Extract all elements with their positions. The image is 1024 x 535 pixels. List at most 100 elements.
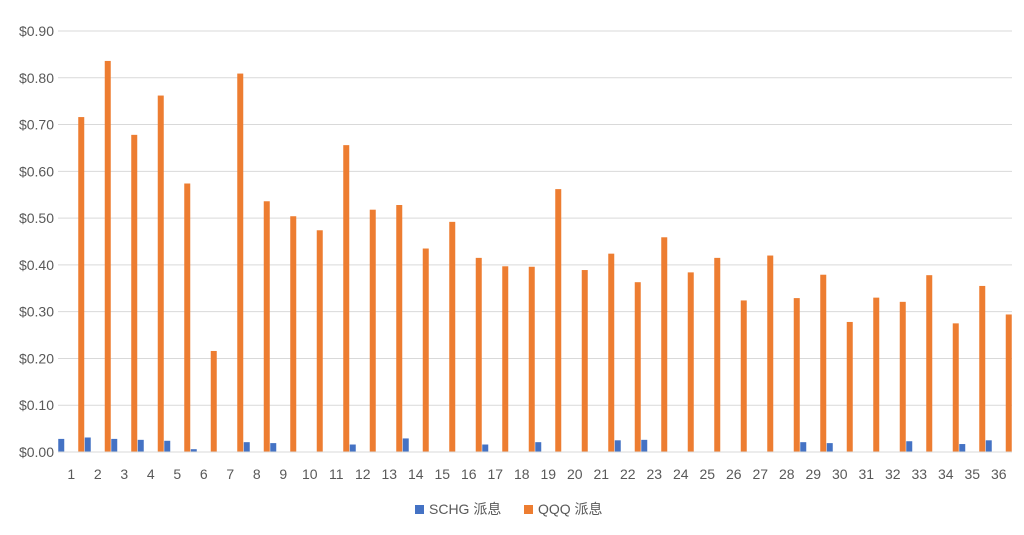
y-tick-label: $0.80 — [19, 70, 54, 86]
y-tick-label: $0.40 — [19, 257, 54, 273]
bar-qqq — [104, 60, 111, 453]
y-tick-label: $0.00 — [19, 444, 54, 460]
bar-qqq — [237, 73, 244, 452]
bar-schg — [800, 442, 807, 452]
bar-qqq — [78, 117, 85, 453]
y-tick-label: $0.50 — [19, 210, 54, 226]
legend[interactable]: SCHG 派息 QQQ 派息 — [415, 501, 603, 517]
x-tick-label: 10 — [302, 466, 318, 482]
x-axis-tick-labels: 1 2 3 4 5 6 7 8 9 10 11 12 13 14 15 16 17 18 19 20 21 22 23 24 2… — [67, 466, 1006, 482]
x-tick-label: 9 — [279, 466, 287, 482]
bar-schg — [959, 444, 966, 452]
x-tick-label: 6 — [200, 466, 208, 482]
bar-qqq — [926, 275, 933, 452]
x-tick-label: 19 — [540, 466, 556, 482]
bar-schg — [349, 444, 356, 452]
bar-qqq — [873, 297, 880, 452]
gridlines — [58, 30, 1012, 406]
bar-schg — [111, 438, 118, 452]
bar-schg — [614, 440, 621, 452]
bar-schg — [164, 440, 171, 452]
bar-qqq — [661, 237, 668, 452]
bar-schg — [137, 439, 144, 452]
bar-schg — [826, 443, 833, 452]
legend-item-schg[interactable]: SCHG 派息 — [415, 501, 501, 517]
bar-qqq — [528, 266, 535, 452]
x-tick-label: 35 — [964, 466, 980, 482]
legend-swatch — [524, 505, 533, 514]
bar-qqq — [290, 216, 297, 452]
x-tick-label: 36 — [991, 466, 1007, 482]
x-tick-label: 29 — [805, 466, 821, 482]
x-tick-label: 15 — [434, 466, 450, 482]
x-tick-label: 27 — [752, 466, 768, 482]
x-tick-label: 1 — [67, 466, 75, 482]
bar-qqq — [634, 282, 641, 452]
x-tick-label: 13 — [381, 466, 397, 482]
bar-qqq — [316, 230, 323, 452]
bar-schg — [402, 438, 409, 452]
x-tick-label: 16 — [461, 466, 477, 482]
x-tick-label: 23 — [646, 466, 662, 482]
y-tick-label: $0.10 — [19, 397, 54, 413]
x-tick-label: 14 — [408, 466, 424, 482]
y-tick-label: $0.90 — [19, 23, 54, 39]
x-tick-label: 32 — [885, 466, 901, 482]
bar-qqq — [687, 272, 694, 452]
bar-schg — [535, 442, 542, 452]
x-tick-label: 8 — [253, 466, 261, 482]
x-tick-label: 5 — [173, 466, 181, 482]
bar-qqq — [422, 248, 429, 452]
x-tick-label: 22 — [620, 466, 636, 482]
x-tick-label: 33 — [911, 466, 927, 482]
legend-label: SCHG 派息 — [429, 501, 501, 517]
bar-qqq — [820, 274, 827, 452]
bar-qqq — [767, 255, 774, 452]
bar-schg — [985, 440, 992, 452]
x-tick-label: 4 — [147, 466, 155, 482]
bar-qqq — [846, 321, 853, 452]
bar-qqq — [899, 301, 906, 452]
bar-qqq — [369, 209, 376, 452]
bar-schg — [243, 442, 250, 452]
y-tick-label: $0.70 — [19, 117, 54, 133]
bar-qqq — [608, 253, 615, 452]
bar-schg — [482, 444, 489, 452]
x-tick-label: 26 — [726, 466, 742, 482]
bar-qqq — [979, 285, 986, 452]
x-tick-label: 25 — [699, 466, 715, 482]
bar-schg — [270, 443, 277, 452]
bar-qqq — [475, 257, 482, 452]
x-tick-label: 2 — [94, 466, 102, 482]
bar-qqq — [952, 323, 959, 452]
bar-schg — [58, 438, 65, 452]
y-tick-label: $0.30 — [19, 304, 54, 320]
bar-qqq — [263, 201, 270, 452]
bar-qqq — [449, 221, 456, 452]
x-tick-label: 31 — [858, 466, 874, 482]
bar-qqq — [714, 257, 721, 452]
x-tick-label: 28 — [779, 466, 795, 482]
legend-swatch — [415, 505, 424, 514]
x-tick-label: 3 — [120, 466, 128, 482]
bar-qqq — [396, 205, 403, 452]
x-tick-label: 21 — [593, 466, 609, 482]
x-tick-label: 7 — [226, 466, 234, 482]
y-axis-tick-labels: $0.00 $0.10 $0.20 $0.30 $0.40 $0.50 $0.60 $0.70… — [19, 23, 54, 460]
x-tick-label: 20 — [567, 466, 583, 482]
bar-qqq — [555, 189, 562, 452]
y-tick-label: $0.60 — [19, 163, 54, 179]
x-tick-label: 17 — [487, 466, 503, 482]
x-tick-label: 12 — [355, 466, 371, 482]
legend-item-qqq[interactable]: QQQ 派息 — [524, 501, 603, 517]
bar-qqq — [131, 134, 138, 452]
bar-schg — [641, 439, 648, 452]
bar-qqq — [581, 270, 588, 452]
bar-qqq — [157, 95, 164, 452]
bar-qqq — [740, 300, 747, 452]
x-tick-label: 34 — [938, 466, 954, 482]
bar-schg — [906, 441, 913, 452]
bars — [58, 60, 1012, 453]
